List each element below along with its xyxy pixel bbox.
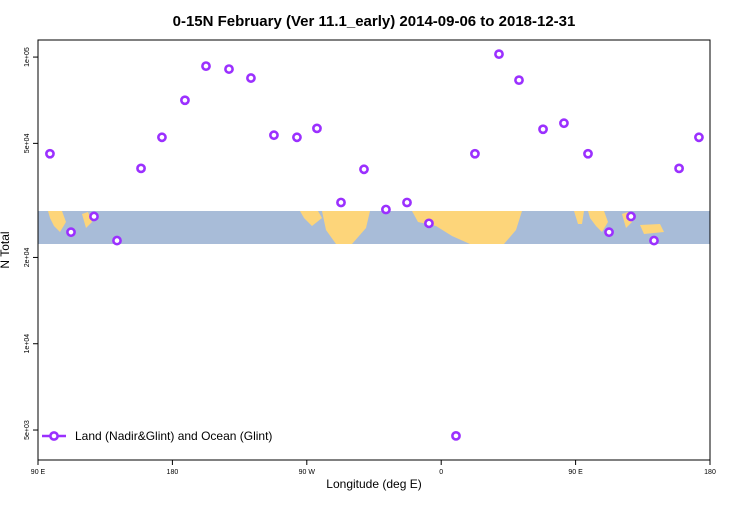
plot-frame — [37, 39, 711, 461]
point — [157, 132, 167, 143]
point — [45, 148, 55, 159]
point — [559, 118, 569, 129]
point — [312, 123, 322, 134]
point — [224, 64, 234, 74]
y-tick-label: 1e+05 — [24, 47, 31, 67]
x-tick-label: 180 — [167, 469, 179, 476]
point — [66, 227, 76, 238]
legend-marker — [49, 431, 59, 441]
point — [112, 235, 122, 246]
y-tick-label: 5e+03 — [24, 420, 31, 440]
chart-title: 0-15N February (Ver 11.1_early) 2014-09-… — [173, 13, 576, 30]
point — [336, 197, 346, 208]
point — [649, 235, 659, 246]
y-tick-label: 5e+04 — [24, 133, 31, 153]
point — [246, 73, 256, 83]
point — [470, 148, 480, 159]
point — [626, 211, 636, 222]
x-tick-label: 0 — [439, 469, 443, 476]
x-axis-label: Longitude (deg E) — [326, 477, 421, 491]
x-tick-label: 90 W — [299, 469, 316, 476]
point — [359, 164, 369, 175]
y-tick-label: 1e+04 — [24, 334, 31, 354]
point — [89, 211, 99, 222]
point — [269, 130, 279, 141]
point — [424, 218, 434, 229]
map-band — [38, 211, 710, 244]
x-tick-label: 90 E — [31, 469, 46, 476]
point — [292, 132, 302, 143]
point — [604, 227, 614, 238]
y-tick-label: 2e+04 — [24, 248, 31, 268]
point — [674, 163, 684, 174]
point — [451, 430, 461, 441]
x-tick-label: 180 — [704, 469, 716, 476]
point — [494, 49, 504, 60]
point — [201, 61, 211, 72]
point — [402, 197, 412, 208]
point — [538, 124, 548, 135]
x-tick-label: 90 E — [568, 469, 583, 476]
point — [180, 95, 190, 106]
legend-item: Land (Nadir&Glint) and Ocean (Glint) — [42, 429, 272, 443]
point — [514, 75, 524, 86]
legend-label: Land (Nadir&Glint) and Ocean (Glint) — [75, 429, 272, 443]
point — [136, 163, 146, 174]
point — [381, 204, 391, 215]
y-axis-label: N Total — [0, 231, 12, 268]
point — [694, 132, 704, 143]
point — [583, 148, 593, 159]
